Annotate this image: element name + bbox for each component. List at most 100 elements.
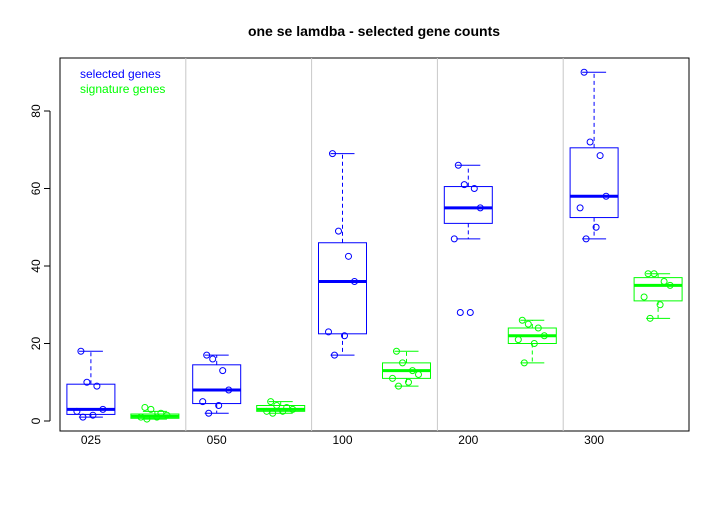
- data-point: [331, 351, 338, 359]
- data-point: [470, 185, 478, 192]
- data-point: [163, 411, 171, 419]
- data-point: [466, 309, 474, 316]
- x-tick-label: 100: [332, 433, 352, 447]
- x-tick-label: 200: [458, 433, 478, 447]
- data-point: [143, 415, 151, 423]
- data-point: [289, 405, 297, 413]
- data-point: [215, 402, 223, 409]
- data-point: [454, 161, 462, 169]
- data-point: [263, 407, 271, 415]
- data-point: [219, 367, 227, 375]
- data-point: [660, 278, 668, 285]
- box-body: [192, 364, 242, 405]
- data-point: [83, 378, 91, 386]
- data-point: [199, 398, 207, 406]
- data-point: [540, 332, 548, 340]
- data-point: [137, 413, 145, 421]
- legend-entry: selected genes: [80, 67, 161, 81]
- box-selected-050: [192, 354, 242, 414]
- data-point: [596, 152, 604, 160]
- data-point: [89, 411, 97, 419]
- chart-title: one se lamdba - selected gene counts: [248, 23, 500, 39]
- y-tick-label: 20: [29, 337, 43, 351]
- group-separators: [185, 58, 564, 431]
- data-point: [415, 371, 422, 378]
- data-point: [592, 223, 600, 231]
- data-point: [534, 324, 542, 332]
- y-axis: 0 20 40 60 80: [29, 104, 51, 424]
- data-point: [77, 347, 85, 355]
- data-point: [476, 204, 484, 212]
- data-point: [345, 252, 352, 260]
- data-point: [450, 235, 458, 243]
- box-layer: [66, 71, 683, 420]
- data-point: [405, 378, 412, 386]
- box-signature-200: [507, 319, 557, 364]
- x-axis: 025 050 100 200 300: [81, 433, 605, 447]
- data-point: [524, 320, 532, 328]
- data-point: [520, 359, 528, 367]
- data-point: [325, 328, 332, 336]
- y-tick-label: 0: [29, 417, 43, 424]
- y-tick-label: 60: [29, 182, 43, 196]
- data-point: [514, 336, 522, 344]
- data-point: [580, 68, 588, 76]
- data-point: [329, 150, 336, 158]
- x-tick-label: 050: [207, 433, 227, 447]
- data-point: [79, 413, 87, 421]
- point-layer: [73, 68, 674, 423]
- data-point: [518, 316, 526, 324]
- data-point: [279, 407, 287, 415]
- plot-frame: [59, 57, 690, 432]
- data-point: [399, 359, 406, 367]
- data-point: [646, 314, 654, 322]
- box-selected-100: [318, 153, 367, 356]
- data-point: [460, 181, 468, 189]
- data-point: [393, 347, 400, 355]
- box-selected-300: [569, 71, 619, 240]
- data-point: [409, 367, 416, 375]
- data-point: [147, 405, 155, 413]
- x-tick-label: 025: [81, 433, 101, 447]
- data-point: [586, 138, 594, 146]
- data-point: [205, 409, 213, 417]
- box-signature-100: [382, 350, 431, 387]
- data-point: [93, 382, 101, 390]
- data-point: [582, 235, 590, 243]
- data-point: [389, 374, 396, 382]
- data-point: [341, 332, 348, 340]
- x-tick-label: 300: [584, 433, 604, 447]
- data-point: [602, 192, 610, 200]
- data-point: [157, 409, 165, 417]
- data-point: [209, 355, 217, 363]
- data-point: [666, 281, 674, 289]
- box-body: [318, 242, 367, 335]
- data-point: [141, 403, 149, 411]
- data-point: [456, 309, 464, 316]
- data-point: [99, 405, 107, 413]
- legend-entry: signature genes: [80, 82, 165, 96]
- data-point: [576, 204, 584, 212]
- data-point: [203, 351, 211, 359]
- data-point: [273, 402, 281, 409]
- data-point: [351, 278, 358, 285]
- y-tick-label: 40: [29, 259, 43, 273]
- data-point: [640, 293, 648, 301]
- data-point: [395, 382, 402, 390]
- data-point: [267, 398, 275, 406]
- data-point: [73, 407, 81, 415]
- data-point: [153, 413, 161, 421]
- data-point: [650, 270, 658, 278]
- y-tick-label: 80: [29, 104, 43, 118]
- data-point: [335, 227, 342, 235]
- data-point: [283, 403, 291, 411]
- box-selected-025: [66, 350, 116, 418]
- box-selected-200: [443, 164, 493, 240]
- data-point: [225, 386, 233, 394]
- data-point: [656, 301, 664, 309]
- data-point: [269, 409, 277, 417]
- data-point: [530, 340, 538, 347]
